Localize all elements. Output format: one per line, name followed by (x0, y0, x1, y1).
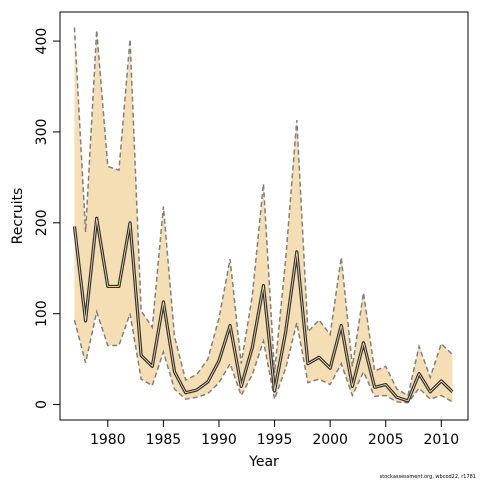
y-tick-label: 200 (34, 209, 50, 236)
x-tick-label: 1985 (146, 432, 182, 448)
upper-bound (73, 27, 453, 397)
caption: stockassessment.org, wbcod22, r1781 (380, 474, 476, 480)
x-axis-label: Year (248, 454, 279, 470)
x-tick-label: 1995 (257, 432, 293, 448)
confidence-band (74, 27, 453, 403)
y-tick-label: 0 (34, 400, 50, 409)
y-axis-label: Recruits (10, 188, 26, 245)
estimate-line (74, 217, 453, 402)
x-tick-label: 1990 (201, 432, 237, 448)
y-tick-label: 100 (34, 300, 50, 327)
plot-frame (59, 11, 469, 421)
y-tick-label: 400 (34, 28, 50, 55)
x-tick-label: 1980 (90, 432, 126, 448)
x-tick-label: 2005 (368, 432, 404, 448)
x-tick-label: 2010 (423, 432, 459, 448)
y-tick-label: 300 (34, 119, 50, 146)
x-tick-label: 2000 (312, 432, 348, 448)
lower-bound (73, 309, 453, 404)
